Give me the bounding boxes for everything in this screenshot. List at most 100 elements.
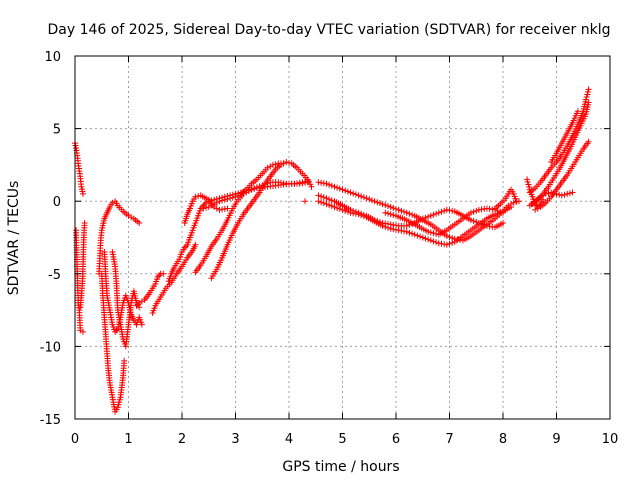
sat-track-24	[548, 108, 581, 165]
data-point-marker	[229, 194, 236, 201]
data-point-marker	[213, 205, 220, 212]
data-point-marker	[283, 159, 290, 165]
data-point-marker	[315, 198, 322, 205]
data-point-marker	[382, 202, 389, 209]
sat-track-26	[302, 198, 308, 205]
data-point-marker	[427, 212, 434, 219]
data-point-marker	[339, 206, 346, 213]
data-point-marker	[328, 197, 335, 204]
data-point-marker	[470, 218, 477, 224]
sat-track-21	[529, 99, 592, 208]
x-axis-title: GPS time / hours	[282, 459, 399, 475]
sat-track-8	[133, 270, 167, 309]
data-point-marker	[414, 232, 421, 239]
data-point-marker	[438, 208, 445, 215]
data-point-marker	[318, 193, 325, 200]
data-point-marker	[537, 193, 544, 200]
data-point-marker	[336, 185, 343, 192]
data-point-marker	[138, 321, 145, 328]
data-point-marker	[339, 186, 346, 193]
data-point-marker	[545, 190, 552, 197]
data-point-marker	[133, 302, 140, 309]
data-point-marker	[382, 223, 389, 230]
data-point-marker	[427, 229, 434, 236]
data-point-marker	[216, 198, 223, 205]
data-point-marker	[409, 211, 416, 218]
data-point-marker	[331, 204, 338, 210]
data-point-marker	[387, 204, 394, 210]
data-point-marker	[219, 197, 226, 204]
data-point-marker	[542, 190, 549, 197]
data-point-marker	[470, 208, 477, 215]
data-point-marker	[350, 190, 357, 197]
x-tick-label: 9	[552, 432, 560, 447]
x-tick-label: 5	[338, 432, 346, 447]
tick-layer: 0 1 2 3 4 5 6 7 8 9 10 -15 -10 -5 0 5 10	[40, 50, 619, 447]
data-point-marker	[116, 396, 123, 403]
data-point-marker	[344, 188, 351, 195]
data-point-marker	[253, 184, 260, 191]
data-point-marker	[443, 233, 450, 239]
data-point-marker	[467, 217, 474, 224]
data-point-marker	[326, 181, 333, 188]
sat-track-23	[526, 189, 576, 209]
data-point-marker	[192, 193, 199, 200]
data-point-marker	[251, 185, 258, 192]
data-point-marker	[536, 202, 543, 209]
data-point-marker	[334, 184, 341, 191]
data-point-marker	[232, 193, 239, 200]
y-tick-label: 5	[53, 123, 61, 138]
data-point-marker	[430, 230, 437, 237]
data-point-marker	[390, 212, 397, 218]
data-point-marker	[569, 189, 576, 196]
data-point-marker	[366, 196, 373, 203]
data-point-marker	[201, 201, 208, 208]
data-point-marker	[385, 203, 391, 209]
x-tick-label: 6	[392, 432, 400, 447]
sat-track-9	[149, 241, 199, 316]
x-tick-label: 7	[445, 432, 453, 447]
data-point-marker	[403, 209, 410, 216]
data-point-marker	[574, 108, 581, 115]
data-point-marker	[80, 328, 86, 335]
data-point-marker	[585, 99, 592, 106]
data-point-marker	[121, 357, 128, 364]
data-point-marker	[433, 210, 440, 217]
data-point-marker	[385, 210, 391, 217]
data-point-marker	[566, 190, 573, 197]
x-tick-label: 0	[71, 432, 79, 447]
data-point-marker	[441, 207, 448, 214]
data-point-marker	[342, 207, 349, 214]
data-point-marker	[318, 199, 325, 206]
data-point-marker	[371, 198, 378, 205]
data-point-marker	[382, 209, 389, 216]
data-point-marker	[390, 205, 397, 211]
chart-title: Day 146 of 2025, Sidereal Day-to-day VTE…	[48, 22, 611, 38]
data-point-marker	[443, 241, 450, 248]
data-point-marker	[398, 207, 405, 214]
grid-layer	[75, 56, 610, 419]
data-point-marker	[302, 198, 308, 205]
data-point-marker	[500, 220, 506, 226]
sat-track-1	[72, 140, 86, 197]
sat-track-12	[192, 177, 311, 276]
data-point-marker	[81, 220, 88, 226]
data-point-marker	[326, 202, 333, 209]
data-point-marker	[401, 208, 407, 215]
data-point-marker	[548, 189, 555, 196]
y-tick-label: 10	[44, 50, 61, 65]
x-tick-label: 1	[124, 432, 132, 447]
sat-track-16	[315, 179, 522, 244]
data-point-marker	[320, 194, 327, 201]
data-point-marker	[203, 204, 210, 211]
sat-track-5	[98, 270, 128, 415]
data-point-marker	[585, 138, 592, 145]
y-tick-label: 0	[53, 195, 61, 210]
data-point-marker	[224, 196, 231, 202]
data-point-marker	[395, 206, 402, 213]
data-point-marker	[192, 241, 199, 248]
data-point-marker	[433, 239, 440, 246]
data-point-marker	[417, 233, 424, 240]
data-point-marker	[160, 270, 167, 277]
data-point-marker	[585, 86, 592, 93]
